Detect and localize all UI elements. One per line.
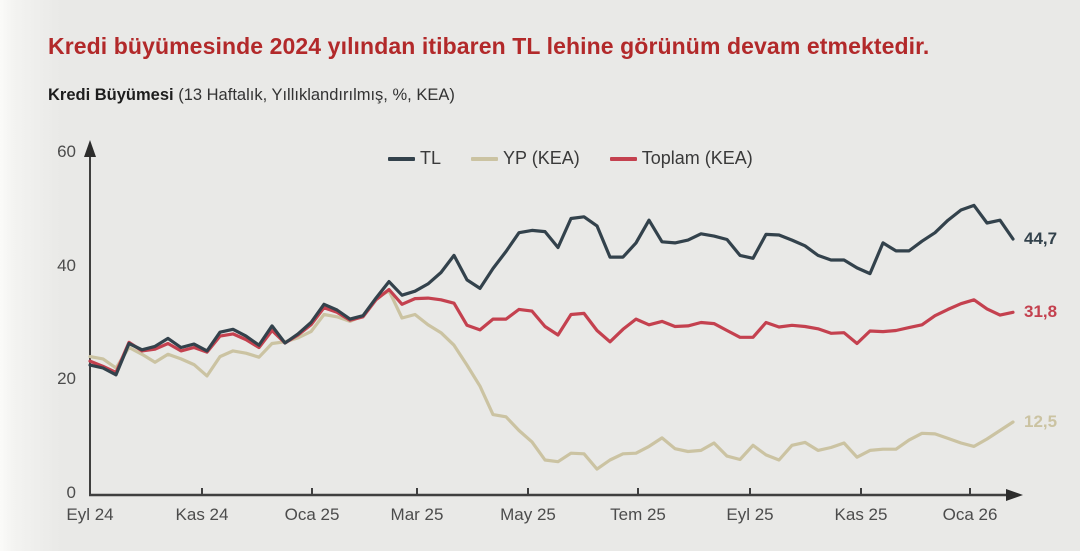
legend-label-toplam-kea: Toplam (KEA) bbox=[641, 148, 753, 168]
series-lines bbox=[88, 203, 1015, 471]
x-axis-tick-label: May 25 bbox=[500, 505, 556, 524]
chart-axes bbox=[84, 140, 1023, 501]
legend-label-tl: TL bbox=[420, 148, 442, 168]
legend-item-toplam-kea: Toplam (KEA) bbox=[609, 148, 753, 169]
legend-swatch-yp-kea bbox=[471, 156, 499, 161]
series-line-toplam-kea bbox=[88, 287, 1015, 375]
x-axis-tick-label: Kas 25 bbox=[834, 505, 888, 524]
subtitle-series-name: Kredi Büyümesi bbox=[48, 86, 174, 104]
legend-swatch-toplam-kea bbox=[609, 156, 637, 161]
x-axis-tick-label: Oca 25 bbox=[284, 505, 340, 524]
x-axis-arrow-icon bbox=[1006, 489, 1023, 501]
chart-legend: TL YP (KEA) Toplam (KEA) bbox=[388, 148, 753, 169]
y-axis-arrow-icon bbox=[84, 140, 96, 157]
y-axis-tick-label: 20 bbox=[57, 369, 76, 389]
y-axis-tick-label: 40 bbox=[57, 255, 76, 275]
chart-headline: Kredi büyümesinde 2024 yılından itibaren… bbox=[48, 33, 930, 59]
series-end-value-tl: 44,7 bbox=[1024, 228, 1058, 248]
series-line-tl bbox=[88, 203, 1015, 377]
legend-swatch-tl bbox=[388, 156, 415, 161]
subtitle-qualifier: (13 Haftalık, Yıllıklandırılmış, %, KEA) bbox=[173, 86, 455, 104]
x-axis-tick-label: Eyl 25 bbox=[726, 505, 774, 524]
x-axis-tick-label: Tem 25 bbox=[610, 505, 666, 524]
x-axis-tick-label: Kas 24 bbox=[175, 505, 229, 524]
y-axis-tick-label: 0 bbox=[66, 483, 76, 502]
axis-ticks bbox=[89, 487, 971, 495]
y-axis-tick-label: 60 bbox=[57, 142, 76, 161]
legend-item-tl: TL bbox=[388, 148, 441, 169]
series-end-value-yp-kea: 12,5 bbox=[1024, 411, 1058, 431]
series-line-yp-kea bbox=[88, 289, 1015, 471]
x-axis-tick-label: Oca 26 bbox=[942, 505, 998, 524]
x-axis-tick-label: Eyl 24 bbox=[66, 505, 114, 524]
legend-label-yp-kea: YP (KEA) bbox=[503, 148, 580, 168]
x-axis-tick-label: Mar 25 bbox=[390, 505, 444, 524]
legend-item-yp-kea: YP (KEA) bbox=[471, 148, 580, 169]
chart-subtitle: Kredi Büyümesi (13 Haftalık, Yıllıklandı… bbox=[48, 86, 455, 105]
series-end-value-toplam-kea: 31,8 bbox=[1024, 302, 1058, 322]
